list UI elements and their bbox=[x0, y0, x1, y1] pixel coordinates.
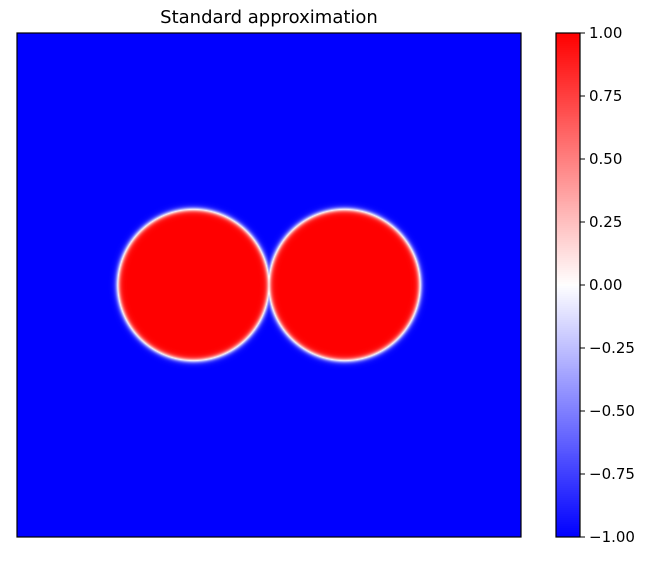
colorbar: 1.00 0.75 0.50 0.25 0.00 −0.25 −0.50 −0.75 −1.00 bbox=[555, 24, 635, 546]
colorbar-tick-label: 1.00 bbox=[589, 24, 622, 42]
colorbar-tick-label: 0.75 bbox=[589, 87, 622, 105]
colorbar-ticks: 1.00 0.75 0.50 0.25 0.00 −0.25 −0.50 −0.75 −1.00 bbox=[580, 24, 635, 546]
colorbar-tick-label: 0.50 bbox=[589, 150, 622, 168]
chart-title: Standard approximation bbox=[160, 7, 378, 28]
colorbar-tick-label: −0.25 bbox=[589, 339, 635, 357]
colorbar-gradient bbox=[556, 33, 580, 537]
heatmap-frame bbox=[16, 32, 522, 538]
heatmap-image bbox=[17, 33, 521, 537]
colorbar-tick-label: −0.50 bbox=[589, 402, 635, 420]
colorbar-tick-label: 0.00 bbox=[589, 276, 622, 294]
colorbar-tick-label: −1.00 bbox=[589, 528, 635, 546]
heatmap-axes bbox=[16, 32, 522, 538]
colorbar-tick-label: 0.25 bbox=[589, 213, 622, 231]
colorbar-tick-label: −0.75 bbox=[589, 465, 635, 483]
